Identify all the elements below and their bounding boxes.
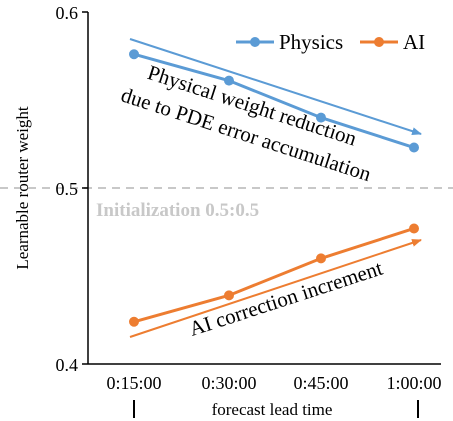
legend-marker-physics [250, 37, 260, 47]
legend-marker-ai [374, 37, 384, 47]
x-tick-label: 0:30:00 [201, 373, 256, 393]
legend: Physics AI [236, 30, 425, 54]
data-point-physics [224, 75, 234, 86]
legend-label-physics: Physics [279, 30, 343, 54]
data-point-ai [129, 316, 139, 327]
x-ticks: 0:15:00 0:30:00 0:45:00 1:00:00 [106, 373, 441, 393]
ai-trend-arrow [129, 239, 422, 338]
series-line-physics [133, 52, 415, 149]
physics-trend-arrow [129, 38, 422, 136]
y-tick-label: 0.4 [56, 355, 79, 375]
data-point-physics [409, 142, 419, 153]
reference-line-label: Initialization 0.5:0.5 [96, 200, 259, 221]
legend-label-ai: AI [403, 30, 425, 54]
y-tick-label: 0.5 [56, 179, 79, 199]
x-axis-label: forecast lead time [212, 400, 333, 419]
x-tick-label: 1:00:00 [386, 373, 441, 393]
x-tick-label: 0:45:00 [293, 373, 348, 393]
y-axis-label: Learnable router weight [13, 106, 32, 270]
data-point-ai [409, 223, 419, 234]
data-point-physics [316, 112, 326, 123]
data-point-physics [129, 49, 139, 60]
y-ticks: 0.4 0.5 0.6 [56, 3, 88, 375]
data-point-ai [224, 290, 234, 301]
series-layer [129, 49, 419, 327]
data-point-ai [316, 253, 326, 264]
series-line-ai [133, 227, 415, 324]
x-tick-label: 0:15:00 [106, 373, 161, 393]
y-tick-label: 0.6 [56, 3, 79, 23]
